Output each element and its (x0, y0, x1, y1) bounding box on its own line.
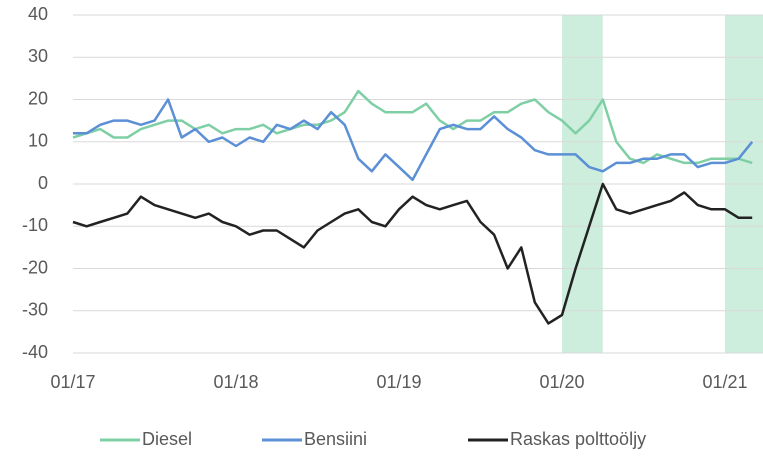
legend-label: Bensiini (304, 429, 367, 449)
series-line (73, 98, 754, 182)
x-tick-label: 01/17 (50, 372, 95, 392)
x-tick-label: 01/19 (376, 372, 421, 392)
x-tick-label: 01/21 (702, 372, 747, 392)
y-tick-label: -30 (22, 300, 48, 320)
legend-label: Raskas polttoöljy (510, 429, 646, 449)
x-tick-label: 01/18 (213, 372, 258, 392)
y-tick-label: -40 (22, 342, 48, 362)
y-tick-label: -20 (22, 257, 48, 277)
series-line (72, 182, 753, 325)
series-line (72, 89, 753, 165)
legend-label: Diesel (142, 429, 192, 449)
x-tick-label: 01/20 (539, 372, 584, 392)
y-tick-label: 10 (28, 131, 48, 151)
y-tick-label: 0 (38, 173, 48, 193)
y-tick-label: 40 (28, 4, 48, 24)
y-tick-label: 20 (28, 88, 48, 108)
y-tick-label: -10 (22, 215, 48, 235)
y-tick-label: 30 (28, 46, 48, 66)
